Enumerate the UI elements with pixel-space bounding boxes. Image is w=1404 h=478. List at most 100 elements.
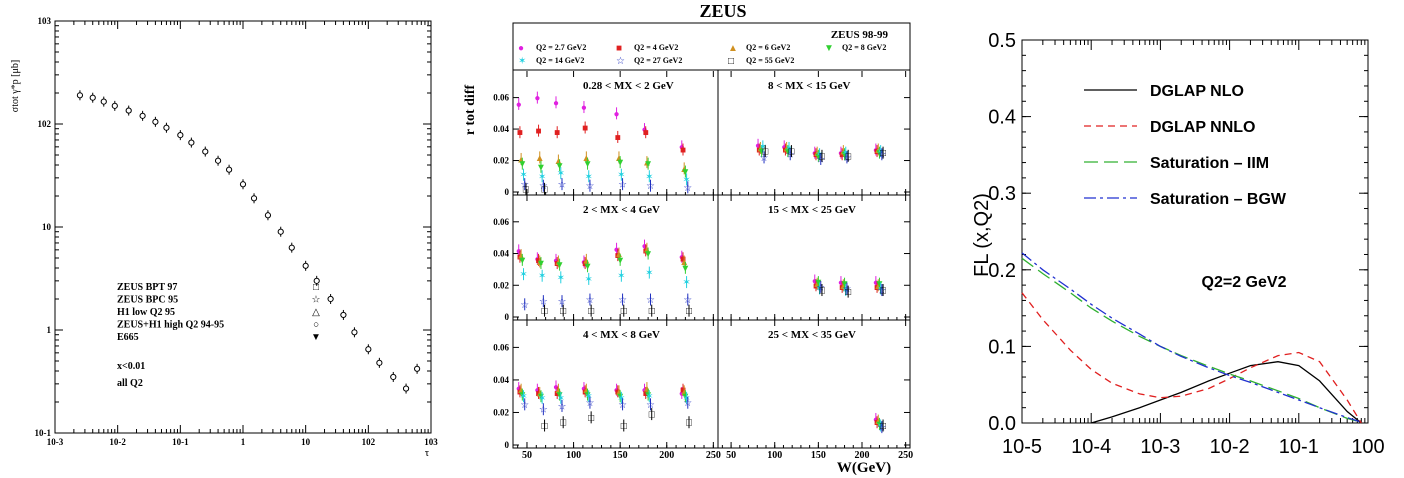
middle-y-tick-label: 0.04	[493, 124, 509, 134]
middle-data-point: ▼	[840, 150, 850, 161]
middle-x-tick-label: 250	[898, 450, 913, 461]
middle-legend-label: Q2 = 14 GeV2	[536, 56, 584, 65]
middle-legend-marker: ●	[518, 43, 524, 54]
right-series-line	[1021, 252, 1362, 423]
left-data-point	[76, 92, 84, 99]
middle-data-point: ✶	[519, 270, 527, 281]
middle-chart: ZEUS ZEUS 98-99 r tot diff W(GeV) ● Q2 = …	[463, 1, 913, 476]
middle-data-point: ■	[615, 387, 621, 398]
middle-data-point: ▼	[583, 390, 593, 401]
middle-data-point: ■	[813, 150, 819, 161]
left-x-tick-label: 10-2	[109, 437, 126, 447]
left-chart: σtot γ*p [μb] τ ZEUS BPT 97 □ ZEUS BPC 95 ☆…	[10, 16, 438, 459]
middle-data-point: ✶	[557, 169, 565, 180]
middle-data-point: ●	[516, 384, 522, 395]
middle-data-point: ●	[641, 241, 647, 252]
middle-data-point: ▲	[553, 257, 563, 268]
middle-y-tick-label: 0.02	[493, 156, 509, 166]
middle-data-point: ▼	[615, 255, 625, 266]
left-data-point	[277, 228, 284, 235]
middle-data-point: ■	[756, 145, 762, 156]
middle-data-point: □	[542, 421, 548, 432]
middle-x-tick-label: 50	[726, 450, 736, 461]
middle-data-point: □	[819, 151, 825, 162]
middle-data-point: ▼	[583, 262, 593, 273]
middle-data-point: ●	[614, 109, 620, 120]
middle-data-point: ■	[554, 259, 560, 270]
right-legend-label: DGLAP NNLO	[1150, 119, 1255, 136]
left-y-tick-label: 1	[47, 325, 52, 335]
middle-data-point: ▼	[680, 392, 690, 403]
middle-panel-label: 4 < MX < 8 GeV	[583, 329, 660, 341]
middle-data-point: ●	[755, 140, 761, 151]
middle-legend-marker: ☆	[616, 56, 625, 67]
middle-x-tick-label: 100	[566, 450, 581, 461]
right-y-tick-label: 0.2	[988, 260, 1016, 282]
middle-data-point: ■	[839, 282, 845, 293]
middle-data-point: ▲	[642, 244, 652, 255]
middle-y-tick-label: 0.02	[493, 407, 509, 417]
middle-ylabel: r tot diff	[463, 85, 478, 136]
middle-data-point: ☆	[618, 400, 627, 411]
middle-data-point: ✶	[585, 392, 593, 403]
right-x-tick-label: 10-4	[1071, 436, 1111, 458]
middle-data-point: ✶	[557, 393, 565, 404]
middle-data-point: ●	[553, 382, 559, 393]
middle-data-point: ■	[680, 254, 686, 265]
right-series-line	[1091, 361, 1362, 424]
middle-data-point: ■	[839, 150, 845, 161]
middle-legend-label: Q2 = 6 GeV2	[746, 43, 790, 52]
middle-data-point: ✶	[538, 172, 546, 183]
middle-data-point: ✶	[876, 147, 884, 158]
middle-data-point: □	[560, 418, 566, 429]
middle-data-point: ✶	[785, 143, 793, 154]
middle-data-point: ▲	[873, 416, 883, 427]
middle-data-point: ✶	[815, 150, 823, 161]
middle-data-point: ▲	[614, 387, 624, 398]
middle-data-point: ▲	[581, 255, 591, 266]
left-data-point	[365, 346, 372, 353]
middle-data-point: ▲	[553, 156, 563, 167]
middle-data-point: □	[588, 413, 594, 424]
left-data-point	[264, 212, 272, 219]
middle-data-point: ▲	[642, 384, 652, 395]
left-data-point	[302, 262, 309, 269]
middle-data-point: ✶	[645, 172, 653, 183]
middle-data-point: ✶	[519, 170, 527, 181]
middle-data-point: ▼	[583, 159, 593, 170]
middle-data-point: ▲	[642, 158, 652, 169]
right-y-tick-label: 0.3	[988, 183, 1016, 205]
middle-data-point: ▲	[553, 385, 563, 396]
middle-data-point: ■	[582, 259, 588, 270]
left-x-tick-label: 1	[241, 437, 246, 447]
middle-data-point: ☆	[877, 423, 886, 434]
middle-x-tick-label: 150	[811, 450, 826, 461]
middle-legend-marker: ✶	[518, 56, 526, 67]
left-data-point	[376, 359, 383, 366]
left-data-point	[250, 195, 258, 202]
middle-data-point: ✶	[585, 172, 593, 183]
middle-data-point: □	[845, 151, 851, 162]
middle-data-point: ●	[534, 93, 540, 104]
middle-data-point: ✶	[617, 271, 625, 282]
middle-data-point: ☆	[520, 180, 529, 191]
middle-data-point: ▲	[812, 148, 822, 159]
middle-data-point: ■	[582, 123, 588, 134]
middle-data-point: □	[542, 184, 548, 195]
middle-data-point: ▼	[875, 419, 885, 430]
right-plot-frame	[1021, 39, 1369, 424]
middle-data-point: ☆	[816, 282, 825, 293]
middle-y-tick-label: 0.06	[493, 342, 509, 352]
middle-y-tick-label: 0	[505, 312, 510, 322]
middle-data-point: ☆	[585, 181, 594, 192]
middle-data-point: ▲	[838, 281, 848, 292]
middle-data-point: ●	[614, 244, 620, 255]
middle-xlabel: W(GeV)	[837, 460, 891, 476]
left-data-point	[313, 277, 320, 284]
middle-data-point: ■	[517, 387, 523, 398]
middle-legend-marker: □	[728, 56, 734, 67]
middle-data-point: ●	[873, 414, 879, 425]
middle-data-point: ■	[874, 147, 880, 158]
middle-data-point: ▼	[517, 159, 527, 170]
left-legend: ZEUS BPT 97 □ ZEUS BPC 95 ☆ H1 low Q2 95 △ ZEU…	[117, 282, 321, 389]
